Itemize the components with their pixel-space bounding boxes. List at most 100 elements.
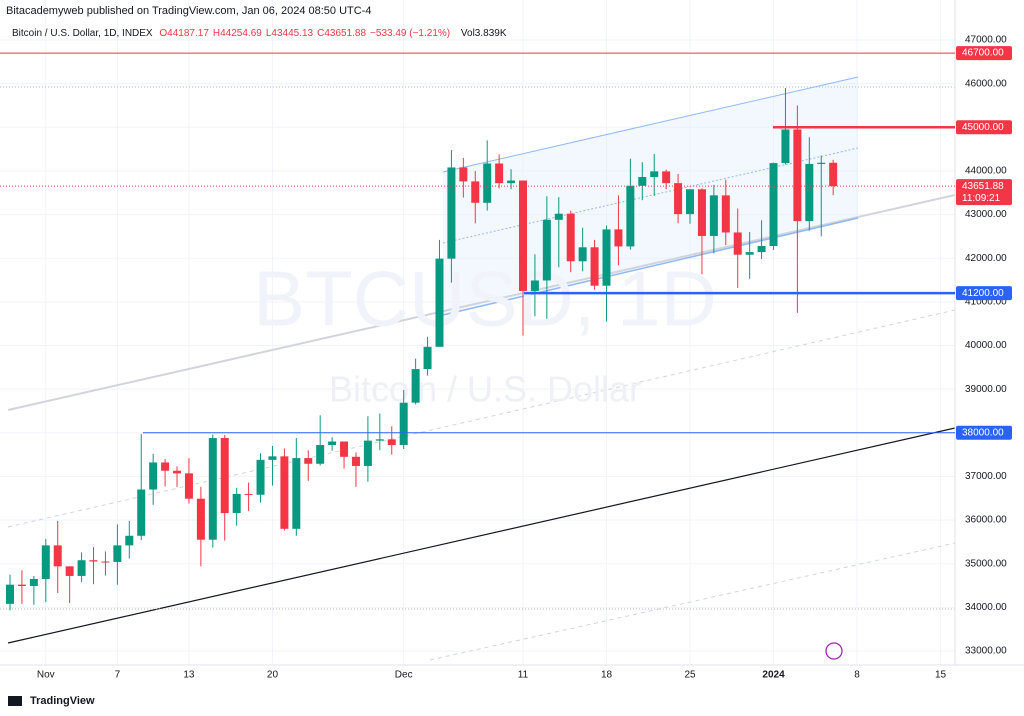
y-tick-label: 41000.00 <box>965 296 1007 307</box>
candle-body <box>351 456 360 466</box>
candle-body <box>423 346 432 370</box>
candle-body <box>17 584 26 586</box>
candle-body <box>101 561 110 563</box>
candle-body <box>196 498 205 540</box>
candle-body <box>435 258 444 347</box>
candle-body <box>817 162 826 164</box>
level-label: 38000.00 <box>962 427 1004 438</box>
candle-body <box>733 232 742 255</box>
y-tick-label: 47000.00 <box>965 35 1007 46</box>
candle-body <box>793 129 802 222</box>
candle-body <box>53 545 62 567</box>
candle-body <box>6 584 14 604</box>
trend-line <box>429 542 956 661</box>
candle-body <box>41 545 50 579</box>
candle-body <box>304 458 313 464</box>
candle-body <box>697 189 706 236</box>
y-tick-label: 35000.00 <box>965 558 1007 569</box>
candle-body <box>280 456 289 529</box>
y-tick-label: 46000.00 <box>965 78 1007 89</box>
candle-body <box>709 195 718 236</box>
candle-body <box>447 167 456 259</box>
candle-body <box>173 470 182 474</box>
y-tick-label: 33000.00 <box>965 646 1007 657</box>
legend-stat: H44254.69 <box>212 28 262 39</box>
candle-body <box>208 438 217 540</box>
candle-body <box>29 578 38 586</box>
candle-body <box>316 445 325 464</box>
x-tick-label: 18 <box>601 670 613 681</box>
x-tick-label: Dec <box>395 670 413 681</box>
legend-stat: −533.49 (−1.21%) <box>370 28 451 39</box>
candle-body <box>805 163 814 222</box>
y-tick-label: 43000.00 <box>965 209 1007 220</box>
y-tick-label: 42000.00 <box>965 253 1007 264</box>
x-tick-label: 11 <box>518 670 529 681</box>
legend: Bitcoin / U.S. Dollar, 1D, INDEX O44187.… <box>12 28 511 39</box>
y-tick-label: 40000.00 <box>965 340 1007 351</box>
candle-body <box>149 462 158 490</box>
candle-body <box>89 560 98 562</box>
y-tick-label: 34000.00 <box>965 602 1007 613</box>
candle-body <box>495 163 504 184</box>
legend-title: Bitcoin / U.S. Dollar, 1D, INDEX <box>12 28 153 39</box>
legend-stats: O44187.17 H44254.69 L43445.13 C43651.88 −533… <box>159 28 454 39</box>
watermark: Bitcoin / U.S. Dollar <box>329 369 641 410</box>
candle-body <box>638 177 647 186</box>
candle-body <box>590 247 599 286</box>
x-tick-label: 15 <box>935 670 947 681</box>
candle-body <box>518 180 527 291</box>
event-icon[interactable] <box>825 642 843 660</box>
last-price-bg <box>956 179 1012 206</box>
trend-line <box>7 427 956 644</box>
candle-body <box>757 245 766 253</box>
footer: TradingView <box>30 695 95 707</box>
y-tick-label: 36000.00 <box>965 515 1007 526</box>
candle-body <box>375 439 384 441</box>
countdown: 11:09:21 <box>962 193 1001 204</box>
candle-body <box>244 493 253 495</box>
y-tick-label: 44000.00 <box>965 166 1007 177</box>
channel-line <box>442 76 859 173</box>
candle-body <box>411 369 420 403</box>
level-label-bg <box>956 46 1012 61</box>
candle-body <box>566 213 575 262</box>
logo <box>8 696 22 706</box>
candle-body <box>137 489 146 536</box>
legend-volume: Vol3.839K <box>460 28 507 39</box>
candle-body <box>674 183 683 215</box>
candle-body <box>184 473 193 499</box>
candle-body <box>781 129 790 164</box>
candle-body <box>363 440 372 466</box>
watermark: BTCUSD, 1D <box>253 255 717 343</box>
candle-body <box>65 566 74 576</box>
legend-stat: C43651.88 <box>317 28 367 39</box>
candle-body <box>650 171 659 178</box>
candle-body <box>578 247 587 262</box>
candle-body <box>268 456 277 460</box>
x-tick-label: Nov <box>37 670 55 681</box>
y-tick-label: 39000.00 <box>965 384 1007 395</box>
channel-line <box>442 217 859 316</box>
candle-body <box>125 535 134 546</box>
candle-body <box>602 229 611 286</box>
x-tick-label: 8 <box>854 670 860 681</box>
candle-body <box>340 441 349 457</box>
candle-body <box>232 493 241 514</box>
candle-body <box>662 171 671 184</box>
x-tick-label: 25 <box>684 670 696 681</box>
candle-body <box>161 462 170 471</box>
last-price-label: 43651.88 <box>962 181 1004 192</box>
x-tick-label: 7 <box>115 670 121 681</box>
x-tick-label: 20 <box>267 670 279 681</box>
level-label-bg <box>956 286 1012 301</box>
candle-body <box>626 185 635 247</box>
candle-body <box>113 545 122 562</box>
candle-body <box>77 560 86 576</box>
candle-body <box>745 252 754 255</box>
candle-body <box>459 167 468 182</box>
candle-body <box>387 439 396 446</box>
candle-body <box>614 229 623 247</box>
x-tick-label: 13 <box>183 670 195 681</box>
level-label-bg <box>956 120 1012 135</box>
